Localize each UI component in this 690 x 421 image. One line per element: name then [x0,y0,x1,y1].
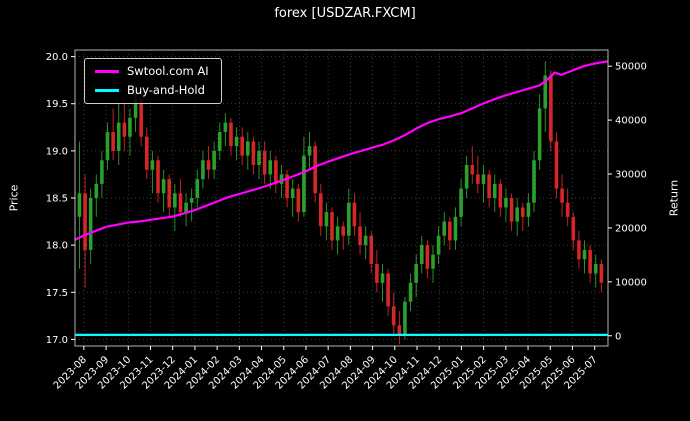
series-line-swtool-com-ai [74,60,609,241]
candlesticks [77,61,604,345]
y-left-tick-label: 20.0 [46,52,68,63]
axis-ticks [71,56,612,350]
legend-label-swtool-ai: Swtool.com AI [127,64,209,78]
y-left-tick-label: 19.0 [46,146,68,157]
y-left-tick-label: 18.5 [46,194,68,205]
grid [75,50,608,346]
legend-item-buy-and-hold: Buy-and-Hold [95,82,209,97]
ai-line-swatch [95,70,119,74]
chart-title: forex [USDZAR.FXCM] [274,6,416,21]
y-left-tick-label: 18.0 [46,241,68,252]
buy-and-hold-line-swatch [95,88,119,92]
y-right-tick-label: 0 [615,331,621,342]
y-right-tick-label: 40000 [615,116,647,127]
legend-label-buy-and-hold: Buy-and-Hold [127,82,205,97]
y-left-tick-label: 17.5 [46,288,68,299]
y-left-tick-label: 17.0 [46,335,68,346]
legend: Swtool.com AI Buy-and-Hold [84,58,222,104]
y-right-tick-label: 50000 [615,62,647,73]
y-right-tick-label: 20000 [615,223,647,234]
y-axis-label-price: Price [7,184,21,212]
y-right-tick-label: 10000 [615,277,647,288]
y-left-tick-label: 19.5 [46,99,68,110]
y-axis-label-return: Return [667,179,681,217]
legend-item-swtool-ai: Swtool.com AI [95,64,209,78]
y-right-tick-label: 30000 [615,170,647,181]
